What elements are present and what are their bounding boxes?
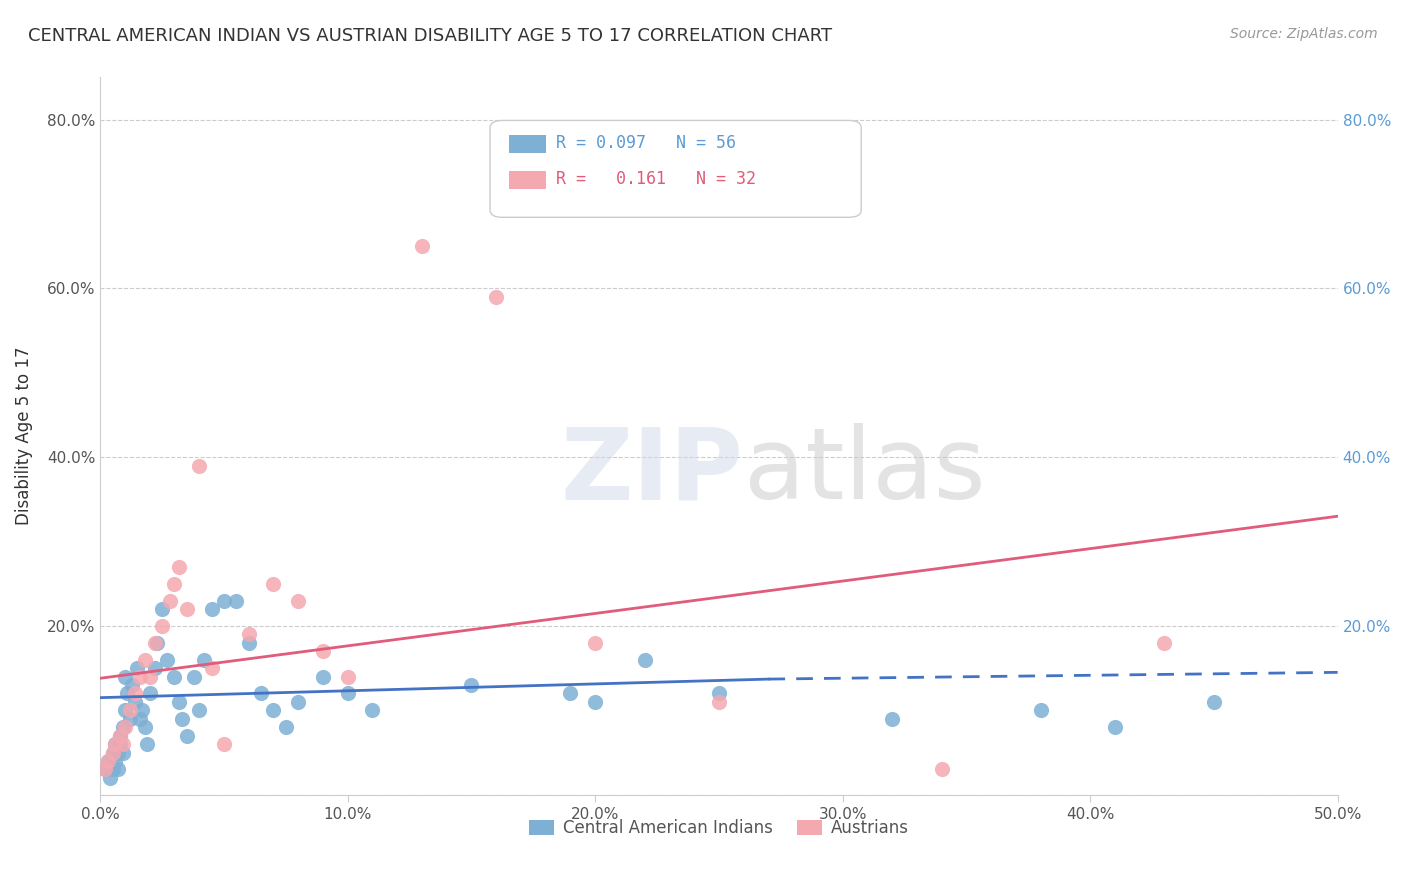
Point [1202, 695, 1225, 709]
Point [212, 737, 235, 751]
Point [134, 720, 156, 734]
FancyBboxPatch shape [491, 120, 862, 218]
Point [361, 703, 384, 717]
Point [238, 636, 260, 650]
Point [169, 560, 191, 574]
Point [336, 686, 359, 700]
Point [101, 746, 124, 760]
Point [118, 712, 141, 726]
Point [485, 290, 508, 304]
Point [108, 737, 131, 751]
Point [188, 458, 211, 473]
Point [707, 686, 730, 700]
Point [128, 669, 150, 683]
Point [114, 720, 136, 734]
Point [97, 754, 120, 768]
Point [97, 754, 120, 768]
Bar [509, 170, 546, 188]
Point [94, 763, 117, 777]
Point [143, 636, 166, 650]
Point [250, 686, 273, 700]
Point [263, 703, 285, 717]
Point [163, 669, 186, 683]
Point [107, 746, 129, 760]
Point [176, 602, 198, 616]
Point [136, 737, 159, 751]
Point [1104, 720, 1126, 734]
Point [287, 593, 309, 607]
Point [139, 686, 162, 700]
Point [111, 720, 134, 734]
Point [150, 602, 173, 616]
Point [460, 678, 482, 692]
Point [583, 636, 606, 650]
Point [118, 703, 141, 717]
Point [193, 653, 215, 667]
Point [143, 661, 166, 675]
Point [176, 729, 198, 743]
Point [117, 686, 139, 700]
Point [156, 653, 179, 667]
Point [212, 593, 235, 607]
Point [111, 746, 134, 760]
Text: R =   0.161   N = 32: R = 0.161 N = 32 [555, 170, 755, 188]
Point [104, 737, 127, 751]
Point [183, 669, 205, 683]
Point [124, 695, 146, 709]
Point [134, 653, 156, 667]
Point [1153, 636, 1175, 650]
Point [98, 771, 121, 785]
Text: CENTRAL AMERICAN INDIAN VS AUSTRIAN DISABILITY AGE 5 TO 17 CORRELATION CHART: CENTRAL AMERICAN INDIAN VS AUSTRIAN DISA… [28, 27, 832, 45]
Point [101, 763, 124, 777]
Point [188, 703, 211, 717]
Point [114, 703, 136, 717]
Text: ZIP: ZIP [561, 424, 744, 520]
Point [159, 593, 181, 607]
Point [139, 669, 162, 683]
Point [238, 627, 260, 641]
Text: atlas: atlas [744, 424, 986, 520]
Point [150, 619, 173, 633]
Bar [509, 135, 546, 153]
Point [336, 669, 359, 683]
Point [411, 239, 433, 253]
Point [131, 703, 153, 717]
Point [169, 695, 191, 709]
Point [101, 746, 124, 760]
Point [274, 720, 297, 734]
Point [111, 737, 134, 751]
Y-axis label: Disability Age 5 to 17: Disability Age 5 to 17 [15, 347, 32, 525]
Point [1029, 703, 1052, 717]
Point [312, 644, 335, 658]
Point [634, 653, 657, 667]
Point [108, 729, 131, 743]
Text: R = 0.097   N = 56: R = 0.097 N = 56 [555, 135, 735, 153]
Point [107, 763, 129, 777]
Point [121, 678, 143, 692]
Point [163, 576, 186, 591]
Point [104, 737, 127, 751]
Point [114, 669, 136, 683]
Point [201, 602, 224, 616]
Point [287, 695, 309, 709]
Point [124, 686, 146, 700]
Point [225, 593, 247, 607]
Point [882, 712, 904, 726]
Point [560, 686, 582, 700]
Point [128, 712, 150, 726]
Point [263, 576, 285, 591]
Point [94, 763, 117, 777]
Point [104, 754, 127, 768]
Point [312, 669, 335, 683]
Point [108, 729, 131, 743]
Point [201, 661, 224, 675]
Point [146, 636, 169, 650]
Point [127, 661, 149, 675]
Point [583, 695, 606, 709]
Legend: Central American Indians, Austrians: Central American Indians, Austrians [523, 813, 915, 844]
Point [170, 712, 193, 726]
Point [707, 695, 730, 709]
Text: Source: ZipAtlas.com: Source: ZipAtlas.com [1230, 27, 1378, 41]
Point [931, 763, 953, 777]
